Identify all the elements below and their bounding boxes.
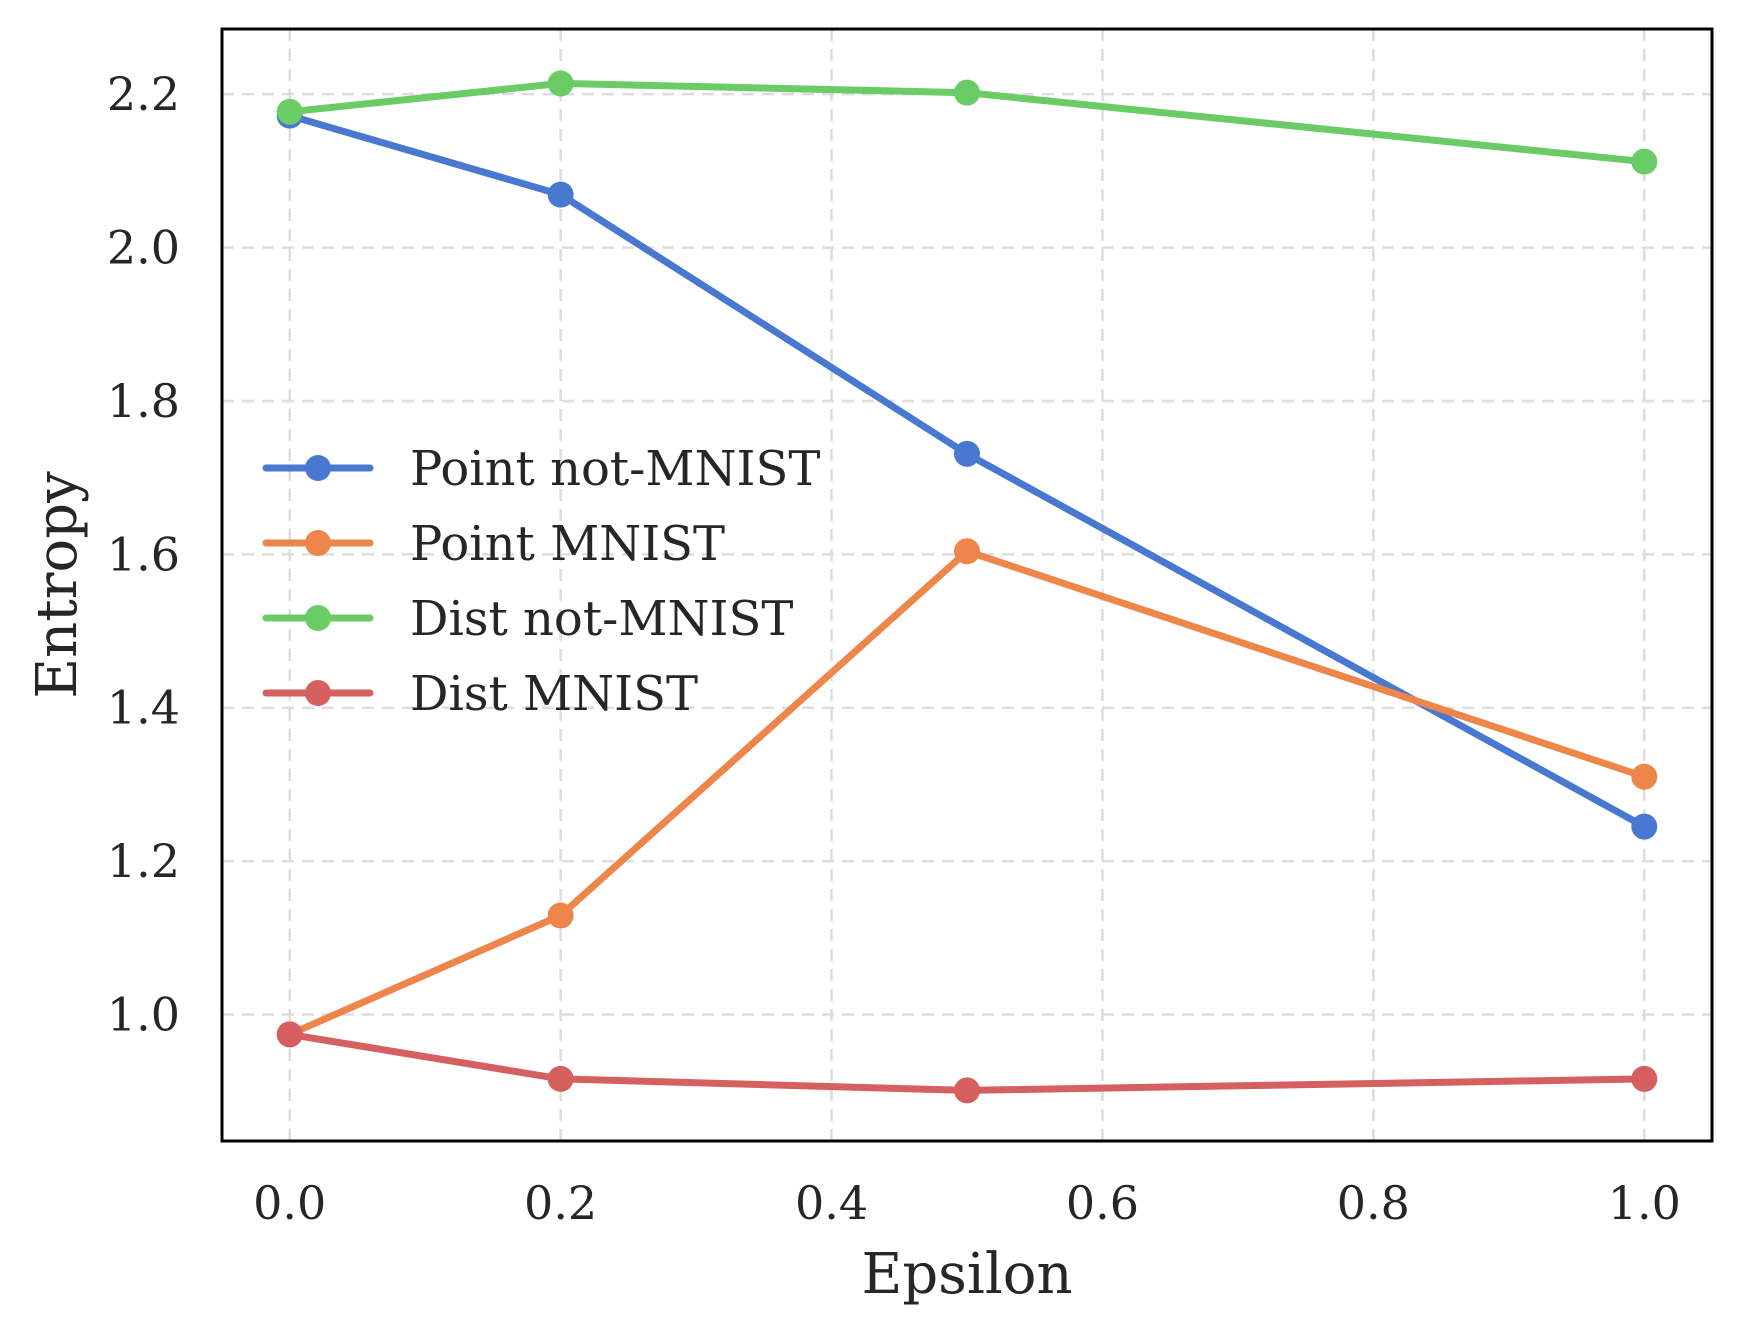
grid [222, 29, 1712, 1141]
y-tick-label: 2.2 [107, 67, 180, 121]
y-tick-label: 1.2 [107, 834, 180, 888]
legend-item: Point not-MNIST [262, 441, 820, 497]
x-tick-label: 1.0 [1608, 1176, 1681, 1230]
x-tick-label: 0.0 [253, 1176, 326, 1230]
series-3 [276, 1021, 1658, 1104]
data-point [276, 1021, 303, 1048]
series-line [286, 547, 1648, 1038]
y-tick-label: 1.0 [107, 987, 180, 1041]
data-point [1631, 148, 1658, 175]
x-tick-label: 0.6 [1066, 1176, 1139, 1230]
legend-label: Point not-MNIST [410, 441, 820, 497]
x-axis-label: Epsilon [861, 1242, 1072, 1307]
data-point [954, 79, 980, 106]
legend: Point not-MNIST Point MNIST Dist not-MNIST… [262, 441, 820, 722]
data-point [547, 181, 574, 208]
x-axis-ticks: 0.0 0.2 0.4 0.6 0.8 1.0 [253, 1176, 1681, 1230]
x-tick-label: 0.4 [795, 1176, 868, 1230]
series-line [286, 1030, 1648, 1094]
y-axis-ticks: 1.0 1.2 1.4 1.6 1.8 2.0 2.2 [107, 67, 180, 1041]
data-point [954, 1077, 980, 1104]
data-point [954, 538, 980, 565]
data-point [954, 440, 980, 467]
legend-swatch-marker [305, 680, 331, 706]
y-axis-label: Entropy [25, 471, 90, 699]
y-tick-label: 1.8 [107, 374, 180, 428]
y-tick-label: 1.4 [107, 681, 180, 735]
data-point [276, 98, 303, 125]
legend-label: Dist MNIST [410, 666, 698, 722]
data-point [1631, 1065, 1658, 1092]
legend-swatch-marker [305, 455, 331, 481]
legend-item: Point MNIST [262, 516, 725, 572]
data-point [547, 902, 574, 929]
x-tick-label: 0.2 [524, 1176, 597, 1230]
data-point [1631, 763, 1658, 790]
legend-label: Dist not-MNIST [410, 591, 793, 647]
series-2 [276, 70, 1658, 175]
data-point [547, 70, 574, 97]
data-point [1631, 813, 1658, 840]
series-layer [276, 70, 1658, 1104]
series-line [286, 112, 1648, 831]
legend-label: Point MNIST [410, 516, 725, 572]
legend-item: Dist not-MNIST [262, 591, 793, 647]
legend-swatch-marker [305, 605, 331, 631]
series-line [286, 79, 1648, 166]
y-tick-label: 1.6 [107, 527, 180, 581]
x-tick-label: 0.8 [1337, 1176, 1410, 1230]
data-point [547, 1065, 574, 1092]
legend-swatch-marker [305, 530, 331, 556]
legend-item: Dist MNIST [262, 666, 698, 722]
plot-frame [220, 27, 1714, 1143]
y-tick-label: 2.0 [107, 221, 180, 275]
